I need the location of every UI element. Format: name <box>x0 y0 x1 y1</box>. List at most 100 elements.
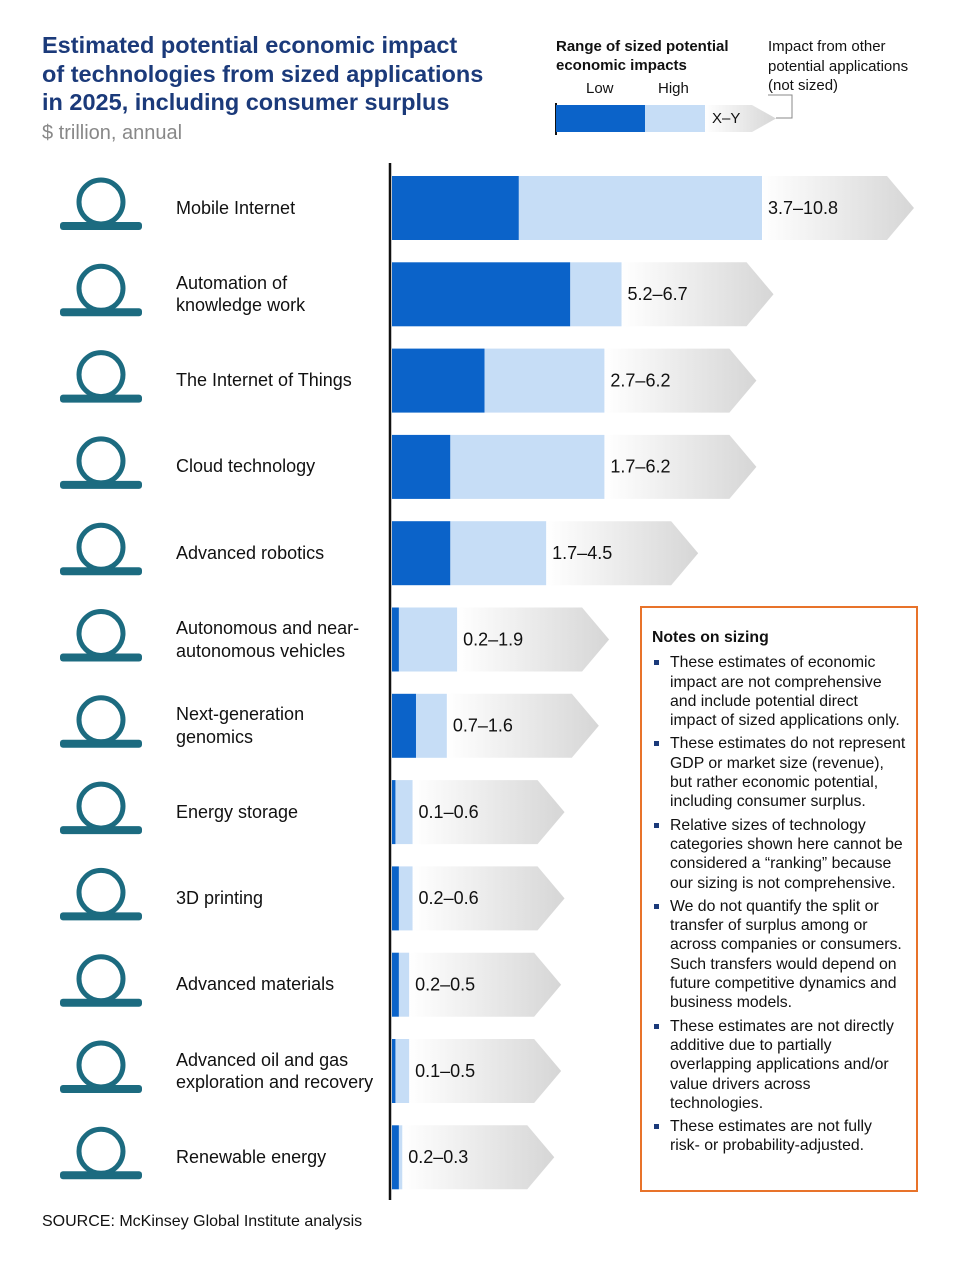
bar-low <box>392 434 451 499</box>
range-arrow <box>621 262 774 327</box>
value-label: 0.2–1.9 <box>463 629 523 649</box>
bar-low <box>392 693 416 758</box>
icon <box>76 954 126 1004</box>
value-label: 1.7–6.2 <box>610 457 670 477</box>
range-arrow <box>412 780 565 845</box>
chart-title: Estimated potential economic impact of t… <box>42 32 484 115</box>
range-arrow <box>446 693 599 758</box>
bar-high <box>415 693 447 758</box>
bar-low <box>392 780 396 845</box>
category-label: Renewable energy <box>176 1146 327 1167</box>
icon <box>76 522 126 572</box>
category-label: 3D printing <box>176 887 264 908</box>
value-label: 5.2–6.7 <box>628 284 688 304</box>
icon <box>76 781 126 831</box>
chart-subtitle: $ trillion, annual <box>42 122 183 144</box>
bar-low <box>392 176 519 240</box>
legend-note: Impact from other potential applications… <box>768 38 909 94</box>
notes-list: These estimates of economic impact are n… <box>652 653 906 1155</box>
bar-high <box>398 866 413 931</box>
icon <box>60 739 142 748</box>
value-label: 0.7–1.6 <box>453 716 513 736</box>
range-arrow <box>409 952 562 1017</box>
range-arrow <box>412 866 565 931</box>
category-label: Next-generation genomics <box>176 704 305 747</box>
legend-arrow <box>705 105 776 132</box>
note-item: We do not quantify the split or transfer… <box>652 897 906 1013</box>
legend-swatch <box>645 105 705 132</box>
range-arrow <box>604 434 757 499</box>
legend-connector <box>768 94 793 119</box>
note-item: These estimates do not represent GDP or … <box>652 734 906 811</box>
value-label: 0.1–0.6 <box>419 802 479 822</box>
notes-box: Notes on sizing These estimates of econo… <box>640 606 918 1192</box>
bar-high <box>484 348 605 413</box>
value-label: 0.2–0.3 <box>408 1147 468 1167</box>
category-label: Mobile Internet <box>176 197 296 218</box>
category-label: Advanced materials <box>176 974 335 995</box>
value-label: 0.2–0.6 <box>419 888 479 908</box>
range-arrow <box>604 348 757 413</box>
bar-low <box>392 866 399 931</box>
icon <box>60 653 142 662</box>
icon <box>60 1171 142 1180</box>
bar-high <box>395 780 413 845</box>
note-item: These estimates are not fully risk- or p… <box>652 1117 906 1156</box>
note-item: These estimates are not directly additiv… <box>652 1017 906 1113</box>
value-label: 2.7–6.2 <box>610 370 670 390</box>
category-label: Autonomous and near- autonomous vehicles <box>176 618 360 661</box>
icon <box>60 998 142 1007</box>
icon <box>60 1085 142 1093</box>
icon <box>60 567 142 576</box>
bar-high <box>398 952 410 1017</box>
category-label: Automation of knowledge work <box>176 272 306 316</box>
icon <box>76 1040 126 1090</box>
category-label: Cloud technology <box>176 456 316 477</box>
range-arrow <box>762 176 914 240</box>
category-label: The Internet of Things <box>176 370 352 391</box>
value-label: 0.2–0.5 <box>415 974 475 994</box>
value-label: 3.7–10.8 <box>768 198 838 218</box>
legend-sample-label: X–Y <box>712 110 740 127</box>
icon <box>60 826 142 835</box>
icon <box>76 695 126 745</box>
legend-swatch <box>556 105 645 132</box>
bar-low <box>392 521 451 586</box>
bar-low <box>392 1039 396 1103</box>
category-label: Advanced robotics <box>176 542 325 563</box>
bar-high <box>518 176 762 240</box>
range-arrow <box>546 521 699 586</box>
bar-high <box>395 1039 410 1103</box>
category-label: Energy storage <box>176 801 299 822</box>
note-item: These estimates of economic impact are n… <box>652 653 906 730</box>
bar-high <box>570 262 622 327</box>
bar-high <box>450 521 547 586</box>
value-label: 1.7–4.5 <box>552 543 612 563</box>
bar-low <box>392 952 399 1017</box>
icon <box>60 480 142 489</box>
range-arrow <box>409 1039 562 1103</box>
icon <box>76 436 126 486</box>
range-arrow <box>402 1125 555 1190</box>
bar-low <box>392 1125 399 1190</box>
icon <box>76 1126 126 1176</box>
icon <box>60 222 142 230</box>
icon <box>76 867 126 917</box>
icon <box>76 263 126 313</box>
bar-low <box>392 262 571 327</box>
note-item: Relative sizes of technology categories … <box>652 816 906 893</box>
bar-high <box>450 434 605 499</box>
legend-title: Range of sized potential economic impact… <box>556 38 729 74</box>
range-arrow <box>457 607 610 672</box>
bar-low <box>392 607 399 672</box>
source: SOURCE: McKinsey Global Institute analys… <box>42 1213 363 1230</box>
icon <box>76 177 126 227</box>
legend-entry: High <box>658 80 689 97</box>
icon <box>76 350 126 400</box>
value-label: 0.1–0.5 <box>415 1061 475 1081</box>
icon <box>60 912 142 921</box>
icon <box>60 308 142 317</box>
icon <box>60 394 142 403</box>
